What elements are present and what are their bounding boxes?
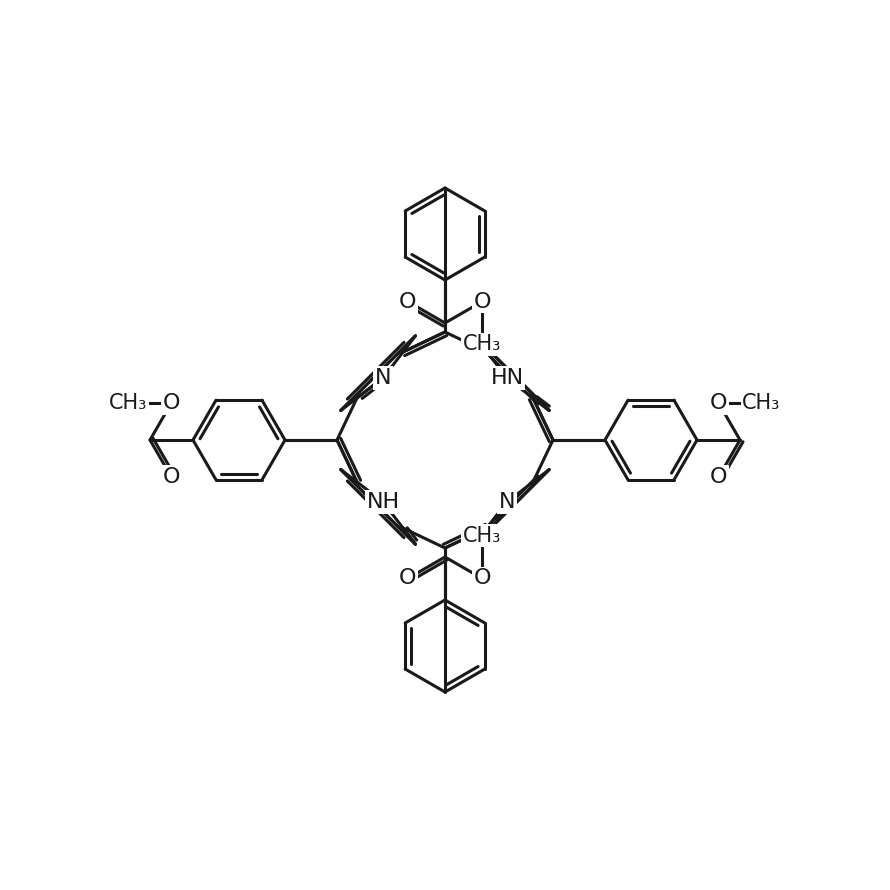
Text: O: O <box>709 392 727 413</box>
Text: CH₃: CH₃ <box>742 392 781 413</box>
Text: O: O <box>473 569 491 588</box>
Text: O: O <box>709 467 727 487</box>
Text: O: O <box>399 292 417 312</box>
Text: CH₃: CH₃ <box>463 525 501 546</box>
Text: NH: NH <box>367 492 400 512</box>
Text: O: O <box>399 569 417 588</box>
Text: CH₃: CH₃ <box>463 335 501 354</box>
Text: N: N <box>375 368 392 388</box>
Text: N: N <box>498 492 515 512</box>
Text: O: O <box>473 292 491 312</box>
Text: O: O <box>163 467 181 487</box>
Text: CH₃: CH₃ <box>109 392 148 413</box>
Text: O: O <box>163 392 181 413</box>
Text: HN: HN <box>490 368 523 388</box>
